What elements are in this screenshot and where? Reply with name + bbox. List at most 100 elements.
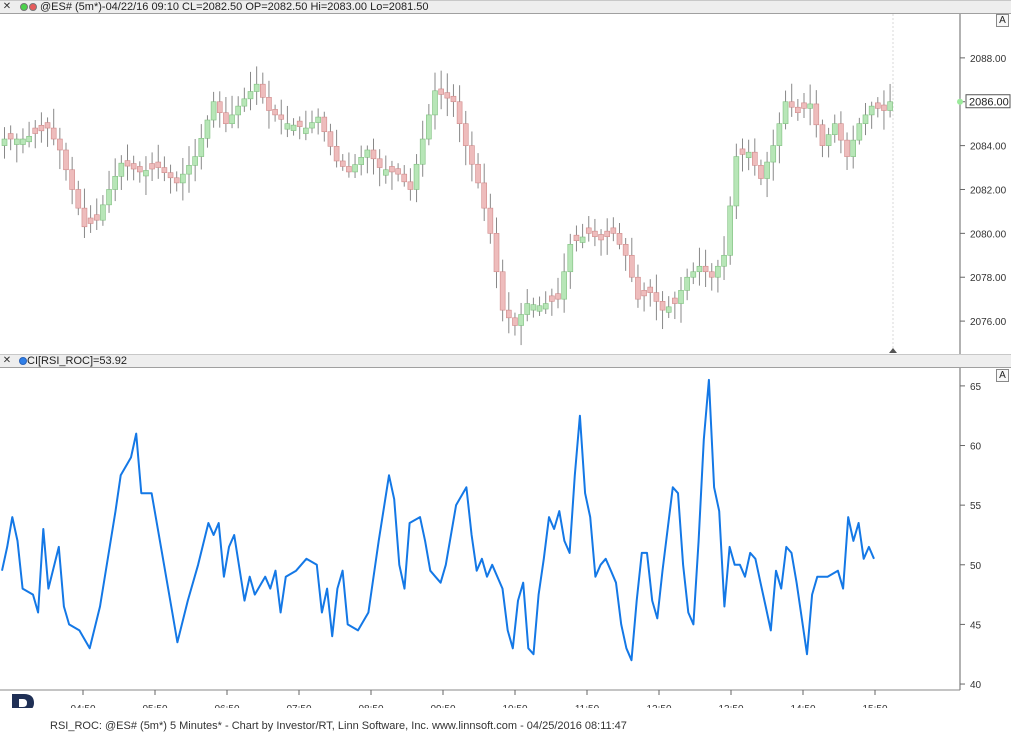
candle-body [309, 122, 315, 129]
candle-body [536, 305, 543, 312]
candle-body [813, 103, 820, 126]
candle-body [44, 122, 51, 129]
y-tick-label: 40 [970, 680, 982, 691]
candle-body [702, 265, 709, 273]
candle-body [727, 205, 734, 256]
footer-caption: RSI_ROC: @ES# (5m*) 5 Minutes* - Chart b… [50, 720, 627, 732]
candle-body [81, 207, 88, 228]
candle-body [14, 138, 20, 145]
indicator-panel-title: CI[RSI_ROC]=53.92 [27, 355, 127, 367]
candle-body [352, 164, 358, 173]
candle-body [57, 138, 63, 151]
candle-body [444, 92, 451, 99]
candle-body [112, 176, 118, 190]
candle-body [481, 182, 488, 209]
candle-body [278, 114, 285, 120]
candle-body [592, 230, 598, 237]
candle-body [456, 101, 463, 124]
y-tick-label: 2080.00 [970, 229, 1007, 240]
collapse-arrow-icon[interactable] [889, 348, 897, 353]
candle-body [838, 123, 844, 141]
candle-body [137, 166, 143, 173]
candle-body [173, 177, 180, 184]
candle-body [26, 135, 32, 143]
candle-body [106, 189, 112, 206]
candle-body [38, 125, 45, 132]
candle-body [561, 271, 567, 300]
candle-body [180, 173, 186, 184]
y-tick-label: 2084.00 [970, 142, 1007, 153]
candle-body [801, 102, 807, 109]
candle-body [678, 290, 684, 304]
y-tick-label: 60 [970, 442, 982, 453]
candle-body [758, 165, 764, 179]
candle-body [751, 151, 758, 166]
candle-body [647, 286, 654, 293]
candle-body [856, 123, 863, 141]
y-tick-label: 2088.00 [970, 54, 1007, 65]
last-price-group: 2086.00 [957, 94, 1011, 109]
candle-body [524, 303, 531, 315]
candle-body [715, 265, 721, 278]
candle-body [395, 168, 401, 175]
candle-body [555, 293, 561, 300]
candle-body [819, 124, 826, 146]
candle-body [63, 149, 69, 171]
candle-body [247, 91, 254, 100]
candle-body [315, 116, 321, 123]
candle-body [198, 138, 205, 157]
candle-body [229, 114, 235, 124]
price-chart[interactable]: 2076.00 2078.00 2080.00 2082.00 2084.00 2086.… [0, 14, 1011, 354]
candle-body [118, 162, 125, 177]
candle-body [161, 167, 168, 173]
candles-group [1, 66, 893, 346]
close-icon[interactable]: ✕ [2, 355, 12, 366]
candle-body [782, 101, 789, 124]
candle-body [69, 169, 75, 190]
candle-body [7, 133, 14, 140]
candle-body [266, 97, 272, 111]
indicator-panel-titlebar: ✕ CI[RSI_ROC]=53.92 [0, 354, 1011, 368]
blue-status-icon[interactable] [19, 357, 27, 365]
candle-body [272, 109, 278, 116]
candle-body [469, 145, 475, 165]
candle-body [192, 156, 198, 166]
candle-body [807, 103, 813, 109]
red-status-icon[interactable] [29, 3, 37, 11]
candle-body [1, 138, 8, 146]
candle-body [542, 303, 549, 310]
candle-body [223, 112, 229, 124]
candle-body [124, 160, 131, 167]
candle-body [795, 106, 801, 114]
candle-body [370, 149, 377, 160]
chart-footer: RSI_ROC: @ES# (5m*) 5 Minutes* - Chart b… [0, 708, 1011, 733]
candle-body [346, 166, 352, 173]
candle-body [505, 309, 512, 319]
candle-body [426, 114, 432, 140]
candle-body [665, 306, 672, 313]
candle-body [696, 265, 703, 273]
candle-body [216, 101, 223, 114]
candle-body [333, 146, 340, 162]
rsi-roc-line-group [1, 378, 875, 662]
candle-body [130, 163, 137, 170]
candle-body [235, 105, 241, 116]
candle-body [567, 244, 574, 273]
candle-body [622, 244, 629, 256]
green-status-icon[interactable] [20, 3, 28, 11]
candle-body [530, 304, 537, 311]
candle-body [788, 101, 795, 108]
candle-body [20, 138, 26, 145]
candle-body [401, 173, 408, 183]
candle-body [549, 295, 555, 302]
candle-body [87, 217, 94, 224]
candle-body [881, 104, 887, 111]
price-panel-titlebar: ✕ @ES# (5m*)-04/22/16 09:10 CL=2082.50 O… [0, 0, 1011, 14]
close-icon[interactable]: ✕ [2, 1, 12, 12]
candle-body [745, 151, 752, 158]
price-scale-button[interactable]: A [996, 14, 1009, 27]
candle-body [100, 204, 106, 221]
indicator-scale-button[interactable]: A [996, 369, 1009, 382]
y-tick-label: 55 [970, 501, 982, 512]
